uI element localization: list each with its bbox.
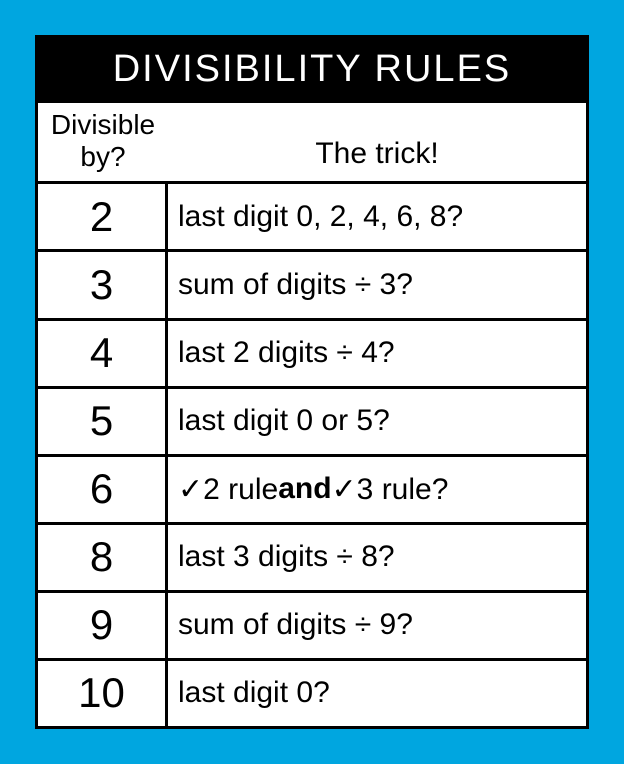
table-row: 6✓2 rule and ✓3 rule? [38, 457, 586, 525]
rule-number: 10 [38, 661, 168, 726]
title-text: Divisibility Rules [113, 48, 512, 90]
rule-number: 3 [38, 252, 168, 317]
rule-number: 4 [38, 321, 168, 386]
rules-body: 2last digit 0, 2, 4, 6, 8?3sum of digits… [38, 184, 586, 726]
header-divisible-by: Divisible by? [38, 109, 168, 173]
table-row: 10last digit 0? [38, 661, 586, 726]
rule-number: 8 [38, 525, 168, 590]
header-left-line1: Divisible [38, 109, 168, 141]
rule-number: 9 [38, 593, 168, 658]
rule-trick: ✓2 rule and ✓3 rule? [168, 457, 586, 522]
rule-number: 5 [38, 389, 168, 454]
rule-trick: last digit 0 or 5? [168, 389, 586, 454]
table-row: 4last 2 digits ÷ 4? [38, 321, 586, 389]
rule-trick: last 3 digits ÷ 8? [168, 525, 586, 590]
table-row: 5last digit 0 or 5? [38, 389, 586, 457]
rule-trick: last 2 digits ÷ 4? [168, 321, 586, 386]
rule-number: 6 [38, 457, 168, 522]
rule-trick: last digit 0? [168, 661, 586, 726]
table-row: 2last digit 0, 2, 4, 6, 8? [38, 184, 586, 252]
table-row: 8last 3 digits ÷ 8? [38, 525, 586, 593]
rule-trick: sum of digits ÷ 3? [168, 252, 586, 317]
rule-trick: sum of digits ÷ 9? [168, 593, 586, 658]
table-row: 9sum of digits ÷ 9? [38, 593, 586, 661]
table-header: Divisible by? The trick! [38, 103, 586, 184]
table-row: 3sum of digits ÷ 3? [38, 252, 586, 320]
title-bar: Divisibility Rules [38, 38, 586, 103]
rule-trick: last digit 0, 2, 4, 6, 8? [168, 184, 586, 249]
header-left-line2: by? [38, 141, 168, 173]
header-the-trick: The trick! [168, 109, 586, 173]
rule-number: 2 [38, 184, 168, 249]
rules-card: Divisibility Rules Divisible by? The tri… [35, 35, 589, 729]
